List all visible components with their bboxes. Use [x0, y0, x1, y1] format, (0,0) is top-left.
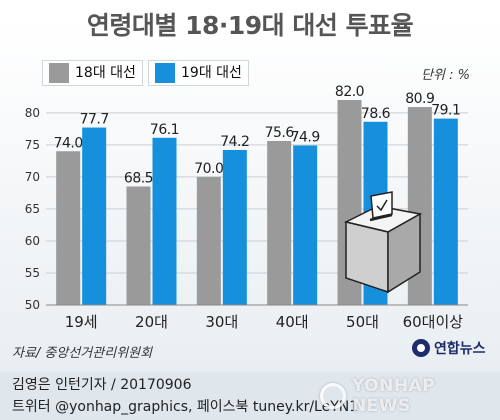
- bar-value-19-3: 74.9: [291, 129, 320, 145]
- x-tick-label-5: 60대이상: [403, 313, 464, 331]
- chart-title: 연령대별 18·19대 대선 투표율: [86, 11, 414, 40]
- legend-label-18: 18대 대선: [75, 65, 136, 81]
- x-tick-label-2: 30대: [205, 313, 238, 331]
- x-tick-label-4: 50대: [346, 313, 379, 331]
- bar-value-18-0: 74.0: [54, 135, 83, 151]
- bar-value-19-2: 74.2: [220, 134, 249, 150]
- yonhap-logo: 연합뉴스: [412, 338, 486, 358]
- bar-value-18-3: 75.6: [265, 125, 295, 141]
- bar-value-18-4: 82.0: [335, 84, 364, 100]
- bar-19-1: [152, 137, 177, 305]
- y-tick-label-80: 80: [25, 106, 40, 120]
- bar-value-18-2: 70.0: [194, 161, 223, 177]
- bar-19-3: [293, 145, 318, 305]
- y-tick-label-75: 75: [25, 138, 40, 152]
- bar-18-2: [196, 176, 221, 305]
- bar-value-19-1: 76.1: [150, 122, 179, 138]
- bar-19-0: [82, 127, 107, 305]
- yonhap-logo-text: 연합뉴스: [434, 341, 486, 357]
- watermark-text: YONHAP NEWS: [351, 376, 436, 416]
- yonhap-watermark: YONHAP NEWS: [320, 372, 500, 420]
- legend-swatch-19: [155, 63, 175, 83]
- bar-value-19-5: 79.1: [431, 103, 460, 119]
- source-note: 자료/ 중앙선거관리위원회: [12, 346, 153, 361]
- bar-chart: 50 55 60 65 70 75 80 74.0 77.7 19세 68.5 76.1 20대 70.0…: [25, 84, 468, 331]
- y-tick-label-55: 55: [25, 266, 40, 280]
- y-tick-label-60: 60: [25, 234, 40, 248]
- ballot-box-icon: [343, 191, 423, 294]
- unit-label: 단위 : %: [421, 68, 470, 83]
- bar-18-3: [267, 141, 292, 305]
- legend-19: 19대 대선: [148, 60, 249, 86]
- x-tick-label-0: 19세: [65, 313, 98, 331]
- bar-19-5: [433, 118, 458, 305]
- y-tick-label-70: 70: [25, 170, 40, 184]
- bar-19-2: [222, 149, 247, 305]
- bar-value-18-5: 80.9: [405, 91, 434, 107]
- x-tick-label-3: 40대: [276, 313, 309, 331]
- legend-18: 18대 대선: [42, 60, 143, 86]
- bar-value-18-1: 68.5: [124, 170, 153, 186]
- bar-value-19-0: 77.7: [80, 112, 109, 128]
- bar-value-19-4: 78.6: [361, 106, 391, 122]
- watermark-icon: [320, 383, 346, 409]
- y-tick-label-50: 50: [25, 298, 40, 312]
- yonhap-logo-icon: [412, 339, 430, 357]
- credit-author: 김영은 인턴기자 / 20170906: [12, 377, 192, 393]
- legend-swatch-18: [49, 63, 69, 83]
- y-tick-label-65: 65: [25, 202, 40, 216]
- bar-18-0: [56, 151, 81, 305]
- bar-18-1: [126, 186, 151, 305]
- credit-social: 트위터 @yonhap_graphics, 페이스북 tuney.kr/LeYN…: [12, 399, 359, 415]
- legend-label-19: 19대 대선: [181, 65, 242, 81]
- x-tick-label-1: 20대: [135, 313, 168, 331]
